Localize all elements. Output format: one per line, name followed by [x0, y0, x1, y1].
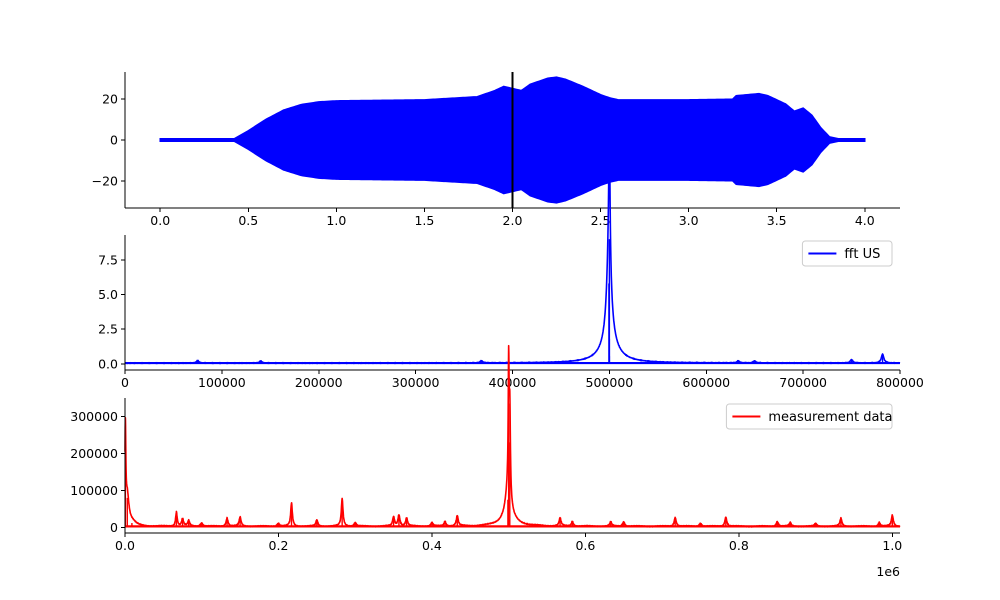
y-tick-label: 200000	[70, 446, 118, 461]
y-tick-label: 7.5	[98, 252, 118, 267]
x-tick-label: 0.2	[269, 538, 289, 553]
x-tick-label: 0.8	[729, 538, 749, 553]
series-fft-us	[124, 127, 901, 365]
x-tick-label: 2.0	[503, 213, 523, 228]
x-tick-label: 0	[121, 375, 129, 390]
y-tick-label: 0.0	[98, 356, 118, 371]
x-tick-label: 500000	[586, 375, 634, 390]
x-tick-label: 1.5	[414, 213, 434, 228]
y-tick-label: 20	[102, 91, 118, 106]
legend-label: fft US	[844, 247, 880, 262]
series-time-signal	[159, 72, 866, 208]
x-tick-label: 3.0	[679, 213, 699, 228]
x-tick-label: 4.0	[855, 213, 875, 228]
x-tick-label: 2.5	[591, 213, 611, 228]
x-tick-label: 0.4	[422, 538, 442, 553]
y-tick-label: 2.5	[98, 322, 118, 337]
axes-time-signal: 0.0 0.5 1.0 1.5 2.0 2.5 3.0 3.5 4.0 −20 0 20	[92, 72, 900, 228]
y-tick-label: 0	[110, 133, 118, 148]
y-tick-label: 0	[110, 520, 118, 535]
x-offset-label: 1e6	[876, 564, 900, 579]
x-tick-label: 1.0	[326, 213, 346, 228]
legend: measurement data	[725, 403, 893, 430]
x-tick-label: 700000	[779, 375, 827, 390]
x-tick-label: 0.0	[150, 213, 170, 228]
x-tick-label: 400000	[489, 375, 537, 390]
x-tick-label: 1.0	[882, 538, 902, 553]
y-tick-label: −20	[92, 174, 118, 189]
x-tick-label: 300000	[392, 375, 440, 390]
x-tick-label: 600000	[682, 375, 730, 390]
y-tick-label: 5.0	[98, 287, 118, 302]
legend: fft US	[801, 240, 893, 267]
legend-box	[725, 403, 893, 430]
axes-measurement: 0.0 0.2 0.4 0.6 0.8 1.0 0 100000 200000 300000 1e6…	[70, 398, 902, 579]
y-tick-label: 300000	[70, 409, 118, 424]
x-tick-label: 100000	[198, 375, 246, 390]
x-tick-label: 3.5	[767, 213, 787, 228]
x-tick-label: 0.0	[115, 538, 135, 553]
x-tick-label: 200000	[295, 375, 343, 390]
legend-label: measurement data	[768, 410, 892, 425]
x-tick-label: 0.5	[238, 213, 258, 228]
axes-fft-us: 0 100000 200000 300000 400000 500000 600000 700…	[98, 235, 924, 390]
x-tick-label: 800000	[876, 375, 924, 390]
x-tick-label: 0.6	[575, 538, 595, 553]
legend-box	[801, 240, 893, 267]
y-tick-label: 100000	[70, 483, 118, 498]
